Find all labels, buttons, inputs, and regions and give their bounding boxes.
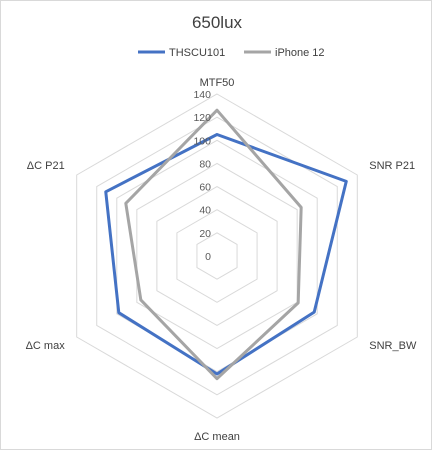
tick-label: 140	[193, 89, 211, 101]
axis-label: SNR P21	[369, 160, 415, 172]
chart-title: 650lux	[192, 13, 243, 32]
legend-label: THSCU101	[169, 47, 225, 59]
axis-label: ΔC mean	[194, 431, 240, 443]
tick-label: 0	[205, 251, 211, 263]
axis-label: ΔC max	[26, 340, 66, 352]
grid-ring-40	[177, 210, 257, 303]
grid-ring-100	[117, 140, 317, 371]
axis-label: ΔC P21	[27, 160, 65, 172]
axis-labels: MTF50 SNR P21 SNR_BW ΔC mean ΔC max ΔC P21	[26, 77, 417, 443]
axis-label: MTF50	[200, 77, 235, 89]
tick-label: 120	[193, 112, 211, 124]
tick-label: 20	[199, 228, 211, 240]
grid	[77, 94, 358, 418]
axis-label: SNR_BW	[369, 340, 417, 352]
tick-label: 100	[193, 135, 211, 147]
series-layer	[106, 110, 347, 378]
grid-ring-60	[157, 187, 277, 326]
legend-label: iPhone 12	[275, 47, 325, 59]
tick-label: 80	[199, 158, 211, 170]
tick-label: 60	[199, 182, 211, 194]
tick-label: 40	[199, 205, 211, 217]
grid-ring-140	[77, 94, 358, 418]
legend: THSCU101 iPhone 12	[138, 47, 325, 59]
